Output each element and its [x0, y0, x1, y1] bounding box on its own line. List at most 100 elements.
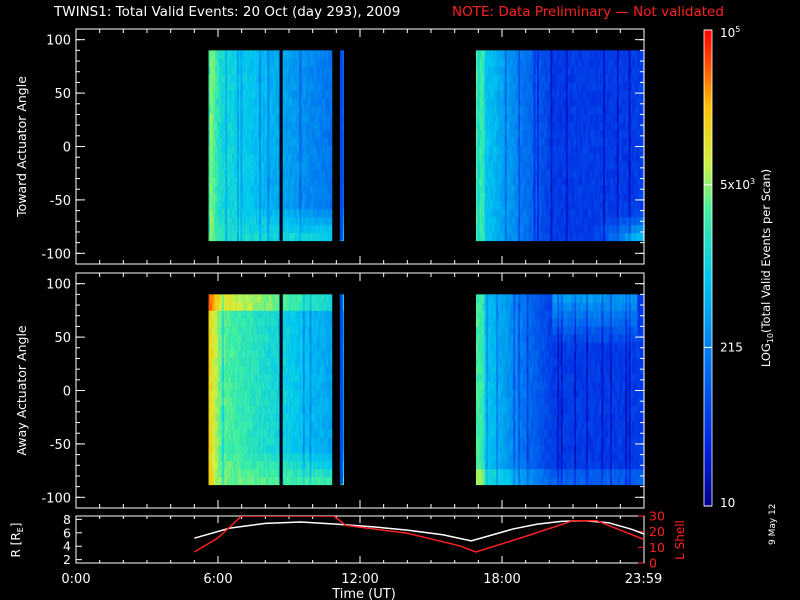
heatmap-cell	[477, 121, 480, 131]
heatmap-cell	[269, 58, 272, 67]
heatmap-cell	[533, 161, 536, 170]
heatmap-cell	[506, 137, 509, 147]
heatmap-cell	[227, 436, 230, 446]
heatmap-cell	[306, 232, 309, 242]
heatmap-cell	[210, 89, 213, 99]
heatmap-cell	[232, 169, 235, 178]
heatmap-cell	[252, 326, 255, 335]
heatmap-cell	[235, 405, 238, 414]
heatmap-cell	[289, 82, 292, 91]
heatmap-cell	[213, 89, 216, 99]
heatmap-cell	[245, 66, 248, 75]
heatmap-cell	[306, 216, 309, 226]
heatmap-cell	[316, 185, 319, 194]
heatmap-cell	[499, 192, 503, 202]
heatmap-cell	[538, 113, 542, 123]
heatmap-cell	[235, 381, 238, 391]
heatmap-cell	[216, 349, 220, 359]
heatmap-cell	[255, 326, 259, 335]
heatmap-cell	[591, 113, 594, 123]
heatmap-cell	[596, 224, 599, 234]
heatmap-cell	[479, 82, 482, 91]
heatmap-cell	[245, 192, 248, 202]
heatmap-cell	[235, 444, 238, 454]
heatmap-cell	[598, 200, 601, 210]
heatmap-cell	[618, 208, 621, 218]
heatmap-cell	[637, 129, 640, 139]
heatmap-cell	[247, 200, 250, 210]
heatmap-cell	[498, 129, 501, 139]
heatmap-cell	[554, 97, 557, 107]
heatmap-cell	[571, 50, 574, 59]
heatmap-cell	[242, 341, 245, 351]
heatmap-cell	[535, 105, 538, 115]
heatmap-cell	[603, 89, 606, 99]
heatmap-cell	[245, 74, 248, 83]
heatmap-cell	[259, 310, 262, 319]
heatmap-cell	[250, 89, 253, 99]
heatmap-cell	[233, 97, 237, 107]
heatmap-cell	[482, 192, 486, 202]
heatmap-cell	[615, 137, 618, 147]
heatmap-cell	[249, 429, 252, 438]
heatmap-cell	[555, 216, 559, 226]
heatmap-cell	[272, 185, 275, 194]
heatmap-cell	[596, 192, 599, 202]
heatmap-cell	[571, 185, 574, 194]
heatmap-cell	[262, 177, 265, 186]
heatmap-cell	[491, 145, 494, 154]
heatmap-cell	[238, 294, 242, 303]
heatmap-cell	[233, 89, 237, 99]
heatmap-cell	[275, 97, 279, 107]
heatmap-cell	[259, 200, 262, 210]
heatmap-cell	[538, 66, 542, 75]
heatmap-cell	[491, 169, 494, 178]
heatmap-cell	[245, 169, 248, 178]
heatmap-cell	[299, 216, 302, 226]
heatmap-cell	[237, 389, 240, 398]
heatmap-cell	[211, 121, 215, 131]
heatmap-cell	[223, 105, 226, 115]
heatmap-cell	[240, 58, 243, 67]
heatmap-cell	[591, 169, 594, 178]
heatmap-cell	[218, 381, 221, 391]
y-tick-label: 0	[63, 141, 71, 156]
heatmap-cell	[508, 121, 511, 131]
heatmap-cell	[230, 200, 233, 210]
heatmap-cell	[208, 310, 211, 319]
heatmap-cell	[252, 333, 255, 343]
heatmap-cell	[287, 50, 291, 59]
heatmap-cell	[504, 58, 508, 67]
heatmap-cell	[216, 452, 220, 462]
heatmap-cell	[240, 444, 243, 454]
heatmap-cell	[237, 169, 240, 178]
heatmap-cell	[326, 161, 329, 170]
heatmap-cell	[494, 145, 497, 154]
heatmap-cell	[230, 137, 233, 147]
heatmap-cell	[222, 58, 225, 67]
heatmap-cell	[245, 405, 248, 414]
heatmap-cell	[213, 66, 216, 75]
heatmap-cell	[640, 137, 643, 147]
heatmap-cell	[225, 421, 228, 430]
heatmap-cell	[627, 129, 630, 139]
heatmap-cell	[499, 169, 503, 178]
heatmap-cell	[589, 82, 592, 91]
heatmap-cell	[610, 113, 613, 123]
heatmap-cell	[323, 224, 326, 234]
heatmap-cell	[304, 89, 307, 99]
heatmap-cell	[565, 129, 569, 139]
heatmap-cell	[242, 161, 245, 170]
heatmap-cell	[237, 200, 240, 210]
heatmap-cell	[627, 200, 630, 210]
heatmap-cell	[250, 74, 253, 83]
heatmap-cell	[227, 357, 230, 367]
heatmap-cell	[523, 185, 526, 194]
heatmap-cell	[230, 224, 233, 234]
heatmap-cell	[255, 436, 259, 446]
heatmap-cell	[308, 129, 311, 139]
heatmap-cell	[593, 74, 596, 83]
heatmap-cell	[249, 89, 252, 99]
heatmap-cell	[526, 89, 530, 99]
heatmap-cell	[633, 66, 637, 75]
